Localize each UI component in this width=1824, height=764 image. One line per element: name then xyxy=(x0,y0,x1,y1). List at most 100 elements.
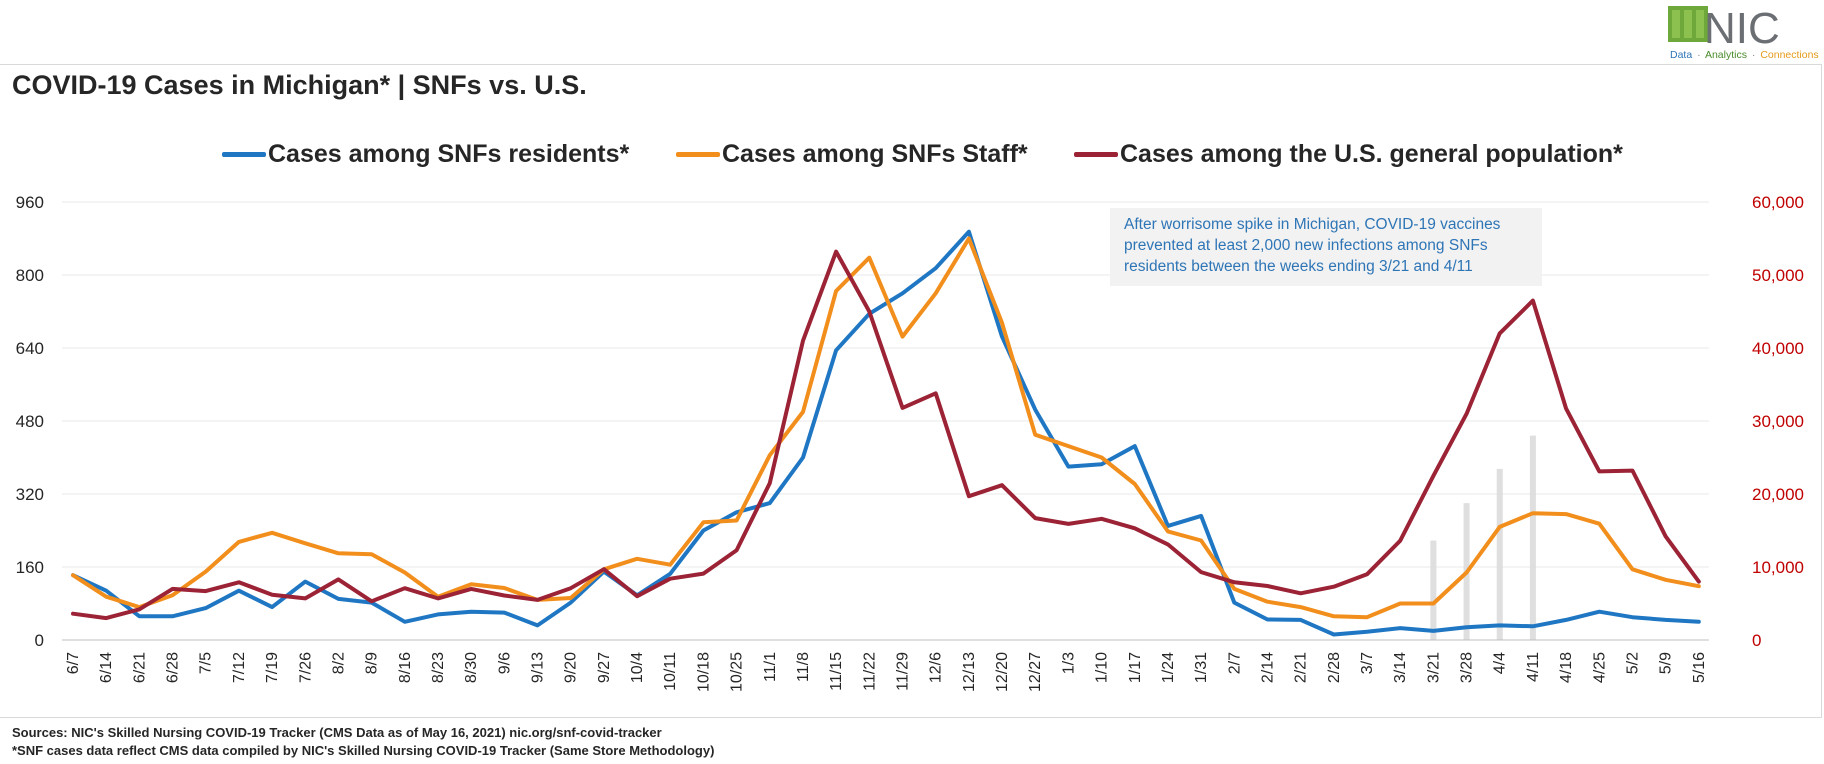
shaded-bar xyxy=(1496,468,1503,640)
shaded-bars xyxy=(1430,435,1536,640)
left-axis-tick-label: 960 xyxy=(16,193,44,212)
x-axis-tick-label: 12/27 xyxy=(1027,652,1044,692)
legend-label-us: Cases among the U.S. general population* xyxy=(1120,140,1623,168)
x-axis-tick-label: 8/23 xyxy=(430,652,447,683)
logo-tagline-analytics: Analytics xyxy=(1705,49,1747,61)
x-axis-tick-label: 3/21 xyxy=(1425,652,1442,683)
x-axis-tick-label: 9/6 xyxy=(496,652,513,674)
left-axis-tick-label: 800 xyxy=(16,266,44,285)
x-axis-tick-label: 9/20 xyxy=(563,652,580,683)
right-axis-tick-label: 30,000 xyxy=(1752,412,1804,431)
chart-frame xyxy=(0,64,1822,718)
series-line-residents xyxy=(71,229,1701,637)
footer-methodology: *SNF cases data reflect CMS data compile… xyxy=(12,743,715,758)
x-axis-tick-label: 10/4 xyxy=(629,652,646,683)
x-axis-tick-label: 10/25 xyxy=(729,652,746,692)
x-axis-tick-label: 7/5 xyxy=(198,652,215,674)
x-axis-tick-label: 11/1 xyxy=(762,652,779,682)
x-axis-tick-label: 8/2 xyxy=(330,652,347,674)
footer-sources: Sources: NIC's Skilled Nursing COVID-19 … xyxy=(12,725,662,740)
line-chart: 0 160 320 480 640 800 960 0 10,000 20,000 30,000 40… xyxy=(16,193,1804,692)
x-axis-tick-label: 1/10 xyxy=(1094,652,1111,683)
right-axis-tick-label: 50,000 xyxy=(1752,266,1804,285)
shaded-bar xyxy=(1529,435,1536,640)
chart-title: COVID-19 Cases in Michigan* | SNFs vs. U… xyxy=(12,70,587,100)
series-line-us xyxy=(71,249,1701,621)
x-axis-tick-label: 1/3 xyxy=(1060,652,1077,674)
x-axis-tick-label: 4/25 xyxy=(1591,652,1608,683)
x-axis-tick-label: 10/18 xyxy=(695,652,712,692)
x-axis-tick-label: 9/27 xyxy=(596,652,613,683)
x-axis-tick-label: 8/30 xyxy=(463,652,480,683)
logo-tagline-connections: Connections xyxy=(1760,49,1818,61)
legend-item-residents: Cases among SNFs residents* xyxy=(222,140,629,169)
x-axis-tick-label: 10/11 xyxy=(662,652,679,691)
right-axis-tick-label: 20,000 xyxy=(1752,485,1804,504)
right-axis-tick-label: 40,000 xyxy=(1752,339,1804,358)
series-line-staff xyxy=(71,236,1701,620)
series-lines xyxy=(71,229,1701,637)
x-axis-tick-label: 4/18 xyxy=(1558,652,1575,683)
logo-stripe xyxy=(1696,10,1704,38)
annotation-line: residents between the weeks ending 3/21 … xyxy=(1124,258,1473,275)
right-axis-tick-label: 10,000 xyxy=(1752,558,1804,577)
footer-notes: Sources: NIC's Skilled Nursing COVID-19 … xyxy=(12,724,714,760)
x-axis-tick-label: 2/14 xyxy=(1259,652,1276,683)
x-axis-tick-label: 6/21 xyxy=(131,652,148,683)
x-axis-tick-label: 12/20 xyxy=(994,652,1011,692)
x-axis-tick-label: 1/24 xyxy=(1160,652,1177,683)
x-axis-tick-label: 2/21 xyxy=(1293,652,1310,683)
x-axis-tick-label: 7/19 xyxy=(264,652,281,683)
legend-label-residents: Cases among SNFs residents* xyxy=(268,140,630,168)
chart-legend: Cases among SNFs residents* Cases among … xyxy=(0,140,1824,174)
left-axis-tick-label: 320 xyxy=(16,485,44,504)
annotation-line: After worrisome spike in Michigan, COVID… xyxy=(1124,216,1501,233)
x-axis-tick-label: 6/14 xyxy=(98,652,115,683)
x-axis-tick-label: 2/7 xyxy=(1226,652,1243,674)
x-axis-tick-label: 5/2 xyxy=(1624,652,1641,674)
annotation-box: After worrisome spike in Michigan, COVID… xyxy=(1110,208,1542,286)
logo-stripe xyxy=(1684,10,1692,38)
legend-swatch-staff xyxy=(676,152,720,157)
legend-label-staff: Cases among SNFs Staff* xyxy=(722,140,1028,168)
x-axis-tick-label: 12/6 xyxy=(928,652,945,683)
legend-swatch-us xyxy=(1074,152,1118,157)
logo-tagline-sep: · xyxy=(1697,49,1701,61)
legend-item-staff: Cases among SNFs Staff* xyxy=(676,140,1028,169)
x-axis-tick-label: 6/28 xyxy=(165,652,182,683)
logo-tagline-sep: · xyxy=(1752,49,1756,61)
x-axis-tick-label: 3/28 xyxy=(1459,652,1476,683)
x-axis-tick-label: 4/11 xyxy=(1525,652,1542,682)
x-axis-tick-label: 4/4 xyxy=(1492,652,1509,674)
x-axis-tick-label: 1/31 xyxy=(1193,652,1210,683)
x-axis-tick-label: 7/26 xyxy=(297,652,314,683)
x-axis-tick-label: 11/15 xyxy=(828,652,845,691)
x-axis-tick-label: 2/28 xyxy=(1326,652,1343,683)
left-axis-tick-label: 160 xyxy=(16,558,44,577)
x-axis-tick-label: 8/9 xyxy=(364,652,381,674)
axes: 0 160 320 480 640 800 960 0 10,000 20,000 30,000 40… xyxy=(16,193,1804,692)
x-axis-tick-label: 6/7 xyxy=(65,652,82,674)
x-axis-tick-label: 3/14 xyxy=(1392,652,1409,683)
right-axis-tick-label: 60,000 xyxy=(1752,193,1804,212)
x-axis-tick-label: 3/7 xyxy=(1359,652,1376,674)
annotation-line: prevented at least 2,000 new infections … xyxy=(1124,237,1488,254)
x-axis-tick-label: 7/12 xyxy=(231,652,248,683)
x-axis-tick-label: 11/22 xyxy=(861,652,878,691)
x-axis-tick-label: 11/8 xyxy=(795,652,812,682)
shaded-bar xyxy=(1430,540,1437,640)
right-axis-tick-label: 0 xyxy=(1752,631,1761,650)
x-axis-tick-label: 8/16 xyxy=(397,652,414,683)
x-axis-tick-label: 11/29 xyxy=(895,652,912,691)
logo-stripe xyxy=(1672,10,1680,38)
x-axis-tick-label: 1/17 xyxy=(1127,652,1144,683)
legend-item-us: Cases among the U.S. general population* xyxy=(1074,140,1623,169)
x-axis-tick-label: 12/13 xyxy=(961,652,978,692)
left-axis-tick-label: 0 xyxy=(35,631,44,650)
logo-tagline-data: Data xyxy=(1670,49,1692,61)
left-axis-tick-label: 640 xyxy=(16,339,44,358)
logo-text: NIC xyxy=(1704,4,1780,53)
nic-logo: NIC Data · Analytics · Connections xyxy=(1668,4,1819,61)
legend-swatch-residents xyxy=(222,152,266,157)
x-axis-tick-label: 5/16 xyxy=(1691,652,1708,683)
